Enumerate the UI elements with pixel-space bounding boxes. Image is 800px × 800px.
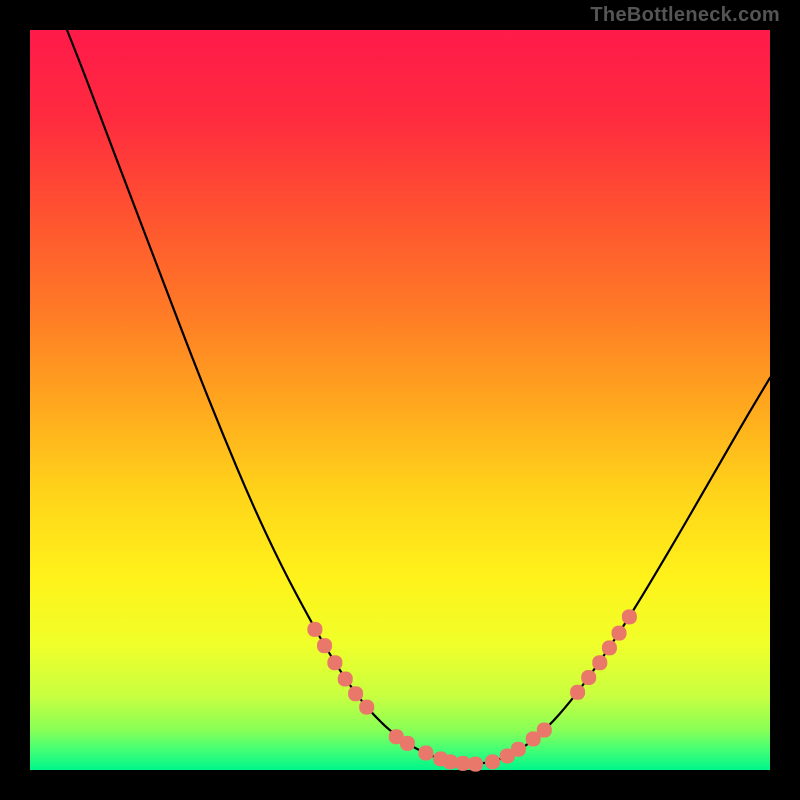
data-marker: [327, 655, 342, 670]
data-marker: [317, 638, 332, 653]
data-marker: [592, 655, 607, 670]
data-marker: [359, 700, 374, 715]
bottleneck-chart: [0, 0, 800, 800]
data-marker: [348, 686, 363, 701]
data-marker: [511, 742, 526, 757]
data-marker: [468, 757, 483, 772]
data-marker: [581, 670, 596, 685]
data-marker: [622, 609, 637, 624]
data-marker: [418, 745, 433, 760]
data-marker: [570, 685, 585, 700]
data-marker: [400, 736, 415, 751]
chart-root: TheBottleneck.com: [0, 0, 800, 800]
data-marker: [612, 626, 627, 641]
watermark-label: TheBottleneck.com: [590, 4, 780, 27]
data-marker: [307, 622, 322, 637]
data-marker: [485, 754, 500, 769]
data-marker: [338, 671, 353, 686]
heat-gradient: [30, 30, 770, 770]
data-marker: [537, 723, 552, 738]
data-marker: [602, 640, 617, 655]
